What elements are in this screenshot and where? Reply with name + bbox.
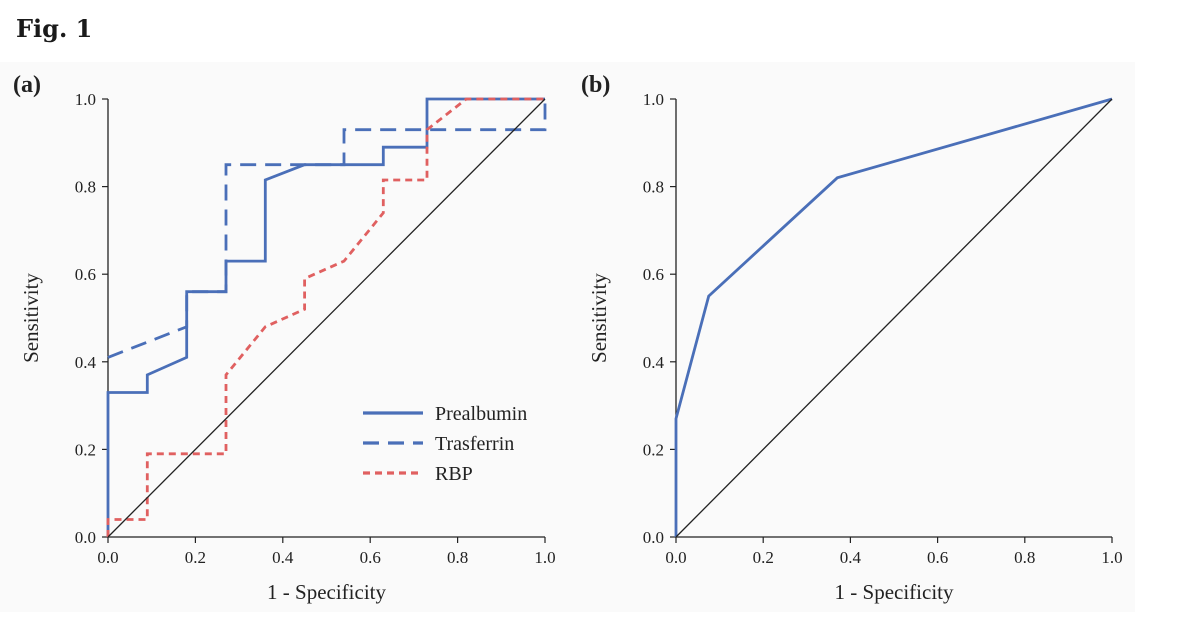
x-tick-label: 0.6: [360, 548, 381, 567]
x-tick-label: 0.2: [185, 548, 206, 567]
y-tick-label: 0.4: [643, 353, 665, 372]
series-line-trasferrin: [107, 99, 547, 359]
y-axis-title: Sensitivity: [19, 273, 43, 363]
panel-label: (a): [13, 72, 41, 98]
panel-b: 0.00.0 0.2 0.2 0.4 0.4 0.6 0.6 0.8 0.8 1.0 1.0 1 - …: [581, 72, 1123, 604]
y-tick-label: 0.8: [643, 178, 664, 197]
series-line-reference: [107, 98, 546, 538]
legend-label-trasferrin: Trasferrin: [435, 433, 514, 455]
x-axis-title: 1 - Specificity: [835, 580, 954, 604]
legend-label-rbp: RBP: [435, 463, 473, 485]
figure-title: Fig. 1: [16, 14, 93, 43]
y-tick-label: 0.4: [75, 353, 97, 372]
roc-chart-figure: 0.00.00.20.20.40.40.60.60.80.81.01.01 - …: [13, 72, 1123, 604]
x-tick-label: 0.6: [927, 548, 948, 567]
y-tick-label: 0.6: [75, 265, 96, 284]
series-line-rbp: [106, 97, 545, 537]
x-axis-title: 1 - Specificity: [267, 580, 386, 604]
series-line-prealbumin: [106, 97, 545, 537]
y-tick-label: 0.8: [75, 178, 96, 197]
y-axis-title: Sensitivity: [587, 273, 611, 363]
x-tick-label: 1.0: [534, 548, 555, 567]
y-tick-label: 0.0: [643, 528, 664, 547]
y-tick-label: 1.0: [643, 90, 664, 109]
series-line-reference: [675, 98, 1113, 538]
x-tick-label: 0.2: [753, 548, 774, 567]
x-tick-label: 0.0: [97, 548, 118, 567]
x-tick-label: 0.4: [272, 548, 294, 567]
y-tick-label: 0.2: [643, 440, 664, 459]
x-tick-label: 0.4: [840, 548, 862, 567]
y-tick-label: 0.2: [75, 440, 96, 459]
y-tick-label: 0.0: [75, 528, 96, 547]
x-tick-label: 0.8: [1014, 548, 1035, 567]
x-tick-label: 0.8: [447, 548, 468, 567]
y-tick-label: 0.6: [643, 265, 664, 284]
plot-area: 0.0 0.0 0.2 0.2 0.4 0.4 0.6 0.6 0.8 0.8 1.0 1.0 1 - …: [0, 62, 1135, 612]
panel-label: (b): [581, 72, 610, 98]
legend-label-prealbumin: Prealbumin: [435, 403, 527, 425]
panel-a: 0.00.0 0.2 0.2 0.4 0.4 0.6 0.6 0.8 0.8 1.0 1.0 1 - …: [13, 72, 556, 604]
series-line-roc: [674, 97, 1113, 537]
x-tick-label: 1.0: [1101, 548, 1122, 567]
y-tick-label: 1.0: [75, 90, 96, 109]
x-tick-label: 0.0: [665, 548, 686, 567]
